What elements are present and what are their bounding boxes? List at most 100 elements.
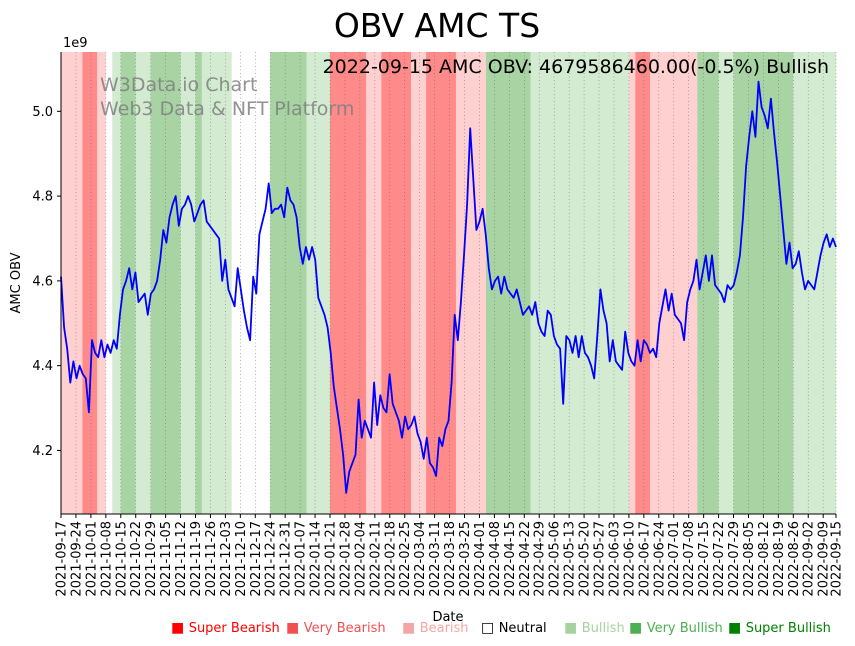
x-tick-label-41: 2022-07-01 xyxy=(667,521,682,597)
x-tick-label-45: 2022-07-29 xyxy=(727,521,742,597)
regime-band-15 xyxy=(366,52,382,514)
x-tick-label-8: 2021-11-12 xyxy=(174,521,189,597)
legend-swatch: □ xyxy=(481,620,499,636)
x-tick-label-32: 2022-04-29 xyxy=(533,521,548,597)
regime-band-18 xyxy=(426,52,456,514)
regime-band-5 xyxy=(120,52,136,514)
legend-item-very-bearish: ■ Very Bearish xyxy=(286,620,386,636)
regime-band-12 xyxy=(270,52,307,514)
regime-band-1 xyxy=(82,52,98,514)
x-tick-label-12: 2021-12-10 xyxy=(234,521,249,597)
x-tick-label-20: 2022-02-04 xyxy=(353,521,368,597)
x-tick-label-3: 2021-10-08 xyxy=(99,521,114,597)
y-scale-label: 1e9 xyxy=(63,36,88,51)
obv-series-line xyxy=(60,80,837,494)
x-tick-label-24: 2022-03-04 xyxy=(413,521,428,597)
legend-label: Neutral xyxy=(498,621,547,636)
x-tick-label-14: 2021-12-24 xyxy=(264,521,279,597)
x-tick-label-4: 2021-10-15 xyxy=(114,521,129,597)
regime-band-3 xyxy=(105,52,113,514)
legend-label: Very Bullish xyxy=(646,621,723,636)
legend-item-bullish: ■ Bullish xyxy=(564,620,625,636)
x-tick-label-31: 2022-04-22 xyxy=(518,521,533,597)
legend-label: Super Bearish xyxy=(188,621,280,636)
legend-swatch: ■ xyxy=(286,620,304,636)
regime-band-26 xyxy=(718,52,734,514)
legend-item-bearish: ■ Bearish xyxy=(402,620,469,636)
x-tick-label-1: 2021-09-24 xyxy=(69,521,84,597)
x-tick-label-48: 2022-08-19 xyxy=(772,521,787,597)
x-axis-label: Date xyxy=(432,610,463,625)
regime-band-17 xyxy=(411,52,427,514)
y-tick-label-1: 4.4 xyxy=(32,359,53,374)
regime-band-22 xyxy=(628,52,636,514)
x-tick-label-47: 2022-08-12 xyxy=(757,521,772,597)
regime-band-19 xyxy=(455,52,486,514)
regime-band-2 xyxy=(97,52,106,514)
x-tick-label-0: 2021-09-17 xyxy=(55,521,70,597)
x-tick-label-50: 2022-09-02 xyxy=(802,521,817,597)
legend-swatch: ■ xyxy=(402,620,420,636)
legend-label: Super Bullish xyxy=(745,621,831,636)
legend-label: Bearish xyxy=(419,621,469,636)
x-tick-label-19: 2022-01-28 xyxy=(339,521,354,597)
legend-label: Bullish xyxy=(581,621,625,636)
x-tick-label-13: 2021-12-17 xyxy=(249,521,264,597)
regime-band-23 xyxy=(635,52,651,514)
legend-item-super-bearish: ■ Super Bearish xyxy=(171,620,280,636)
x-tick-label-49: 2022-08-26 xyxy=(787,521,802,597)
chart-title: OBV AMC TS xyxy=(334,6,540,45)
x-tick-label-10: 2021-11-26 xyxy=(204,521,219,597)
x-tick-label-43: 2022-07-15 xyxy=(697,521,712,597)
x-tick-label-18: 2022-01-21 xyxy=(324,521,339,597)
x-tick-label-44: 2022-07-22 xyxy=(712,521,727,597)
x-tick-label-42: 2022-07-08 xyxy=(682,521,697,597)
x-tick-label-30: 2022-04-15 xyxy=(503,521,518,597)
legend-label: Very Bearish xyxy=(303,621,386,636)
x-tick-label-37: 2022-06-03 xyxy=(608,521,623,597)
x-tick-label-33: 2022-05-06 xyxy=(548,521,563,597)
legend-swatch: ■ xyxy=(171,620,189,636)
x-tick-label-23: 2022-02-25 xyxy=(398,521,413,597)
regime-band-25 xyxy=(697,52,719,514)
x-tick-label-35: 2022-05-20 xyxy=(578,521,593,597)
x-tick-label-52: 2022-09-15 xyxy=(830,521,845,597)
x-tick-label-22: 2022-02-18 xyxy=(383,521,398,597)
regime-band-10 xyxy=(201,52,232,514)
x-tick-label-25: 2022-03-11 xyxy=(428,521,443,597)
latest-value-annotation: 2022-09-15 AMC OBV: 4679586460.00(-0.5%)… xyxy=(323,56,829,78)
x-tick-label-17: 2022-01-14 xyxy=(309,521,324,597)
watermark-line-0: W3Data.io Chart xyxy=(100,74,257,96)
x-tick-label-40: 2022-06-24 xyxy=(652,521,667,597)
x-tick-label-28: 2022-04-01 xyxy=(473,521,488,597)
y-axis-label: AMC OBV xyxy=(9,252,24,313)
x-tick-label-34: 2022-05-13 xyxy=(563,521,578,597)
regime-band-11 xyxy=(231,52,271,514)
legend-swatch: ■ xyxy=(728,620,746,636)
legend-swatch: ■ xyxy=(629,620,647,636)
x-tick-label-2: 2021-10-01 xyxy=(84,521,99,597)
legend-item-very-bullish: ■ Very Bullish xyxy=(629,620,723,636)
regime-band-6 xyxy=(135,52,151,514)
x-tick-label-38: 2022-06-10 xyxy=(622,521,637,597)
regime-band-20 xyxy=(485,52,531,514)
legend-item-super-bullish: ■ Super Bullish xyxy=(728,620,831,636)
y-tick-label-0: 4.2 xyxy=(32,444,53,459)
x-tick-label-27: 2022-03-25 xyxy=(458,521,473,597)
watermark-line-1: Web3 Data & NFT Platform xyxy=(100,98,354,120)
x-tick-label-39: 2022-06-17 xyxy=(637,521,652,597)
legend: ■ Super Bearish ■ Very Bearish ■ Bearish □ … xyxy=(0,620,855,640)
x-tick-label-5: 2021-10-22 xyxy=(129,521,144,597)
x-tick-label-21: 2022-02-11 xyxy=(368,521,383,597)
regime-band-4 xyxy=(112,52,121,514)
x-tick-label-36: 2022-05-27 xyxy=(593,521,608,597)
x-tick-label-15: 2021-12-31 xyxy=(279,521,294,597)
y-tick-label-3: 4.8 xyxy=(32,190,53,205)
x-tick-label-7: 2021-11-05 xyxy=(159,521,174,597)
x-tick-label-16: 2022-01-07 xyxy=(294,521,309,597)
y-tick-label-4: 5.0 xyxy=(32,105,53,120)
regime-band-8 xyxy=(180,52,196,514)
regime-band-0 xyxy=(61,52,83,514)
x-tick-label-46: 2022-08-05 xyxy=(742,521,757,597)
